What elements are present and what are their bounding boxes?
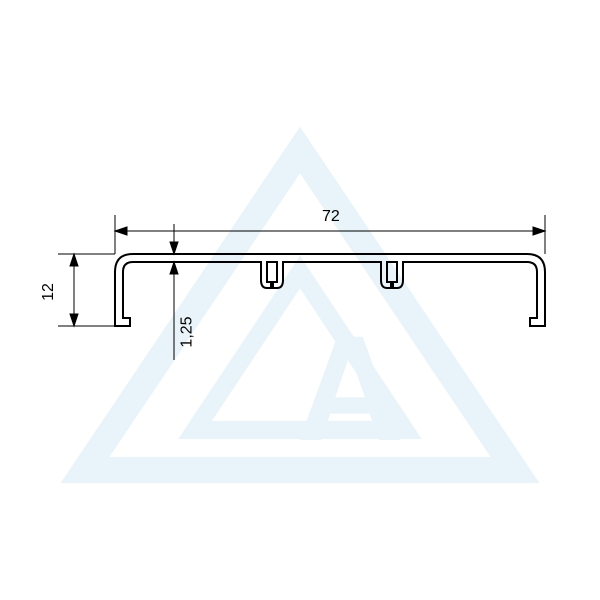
profile-section [0,0,600,600]
dim-wall-label: 1,25 [179,316,197,347]
drawing-canvas: A [0,0,600,600]
dim-height-label: 12 [40,283,58,301]
dim-width-label: 72 [322,208,340,226]
